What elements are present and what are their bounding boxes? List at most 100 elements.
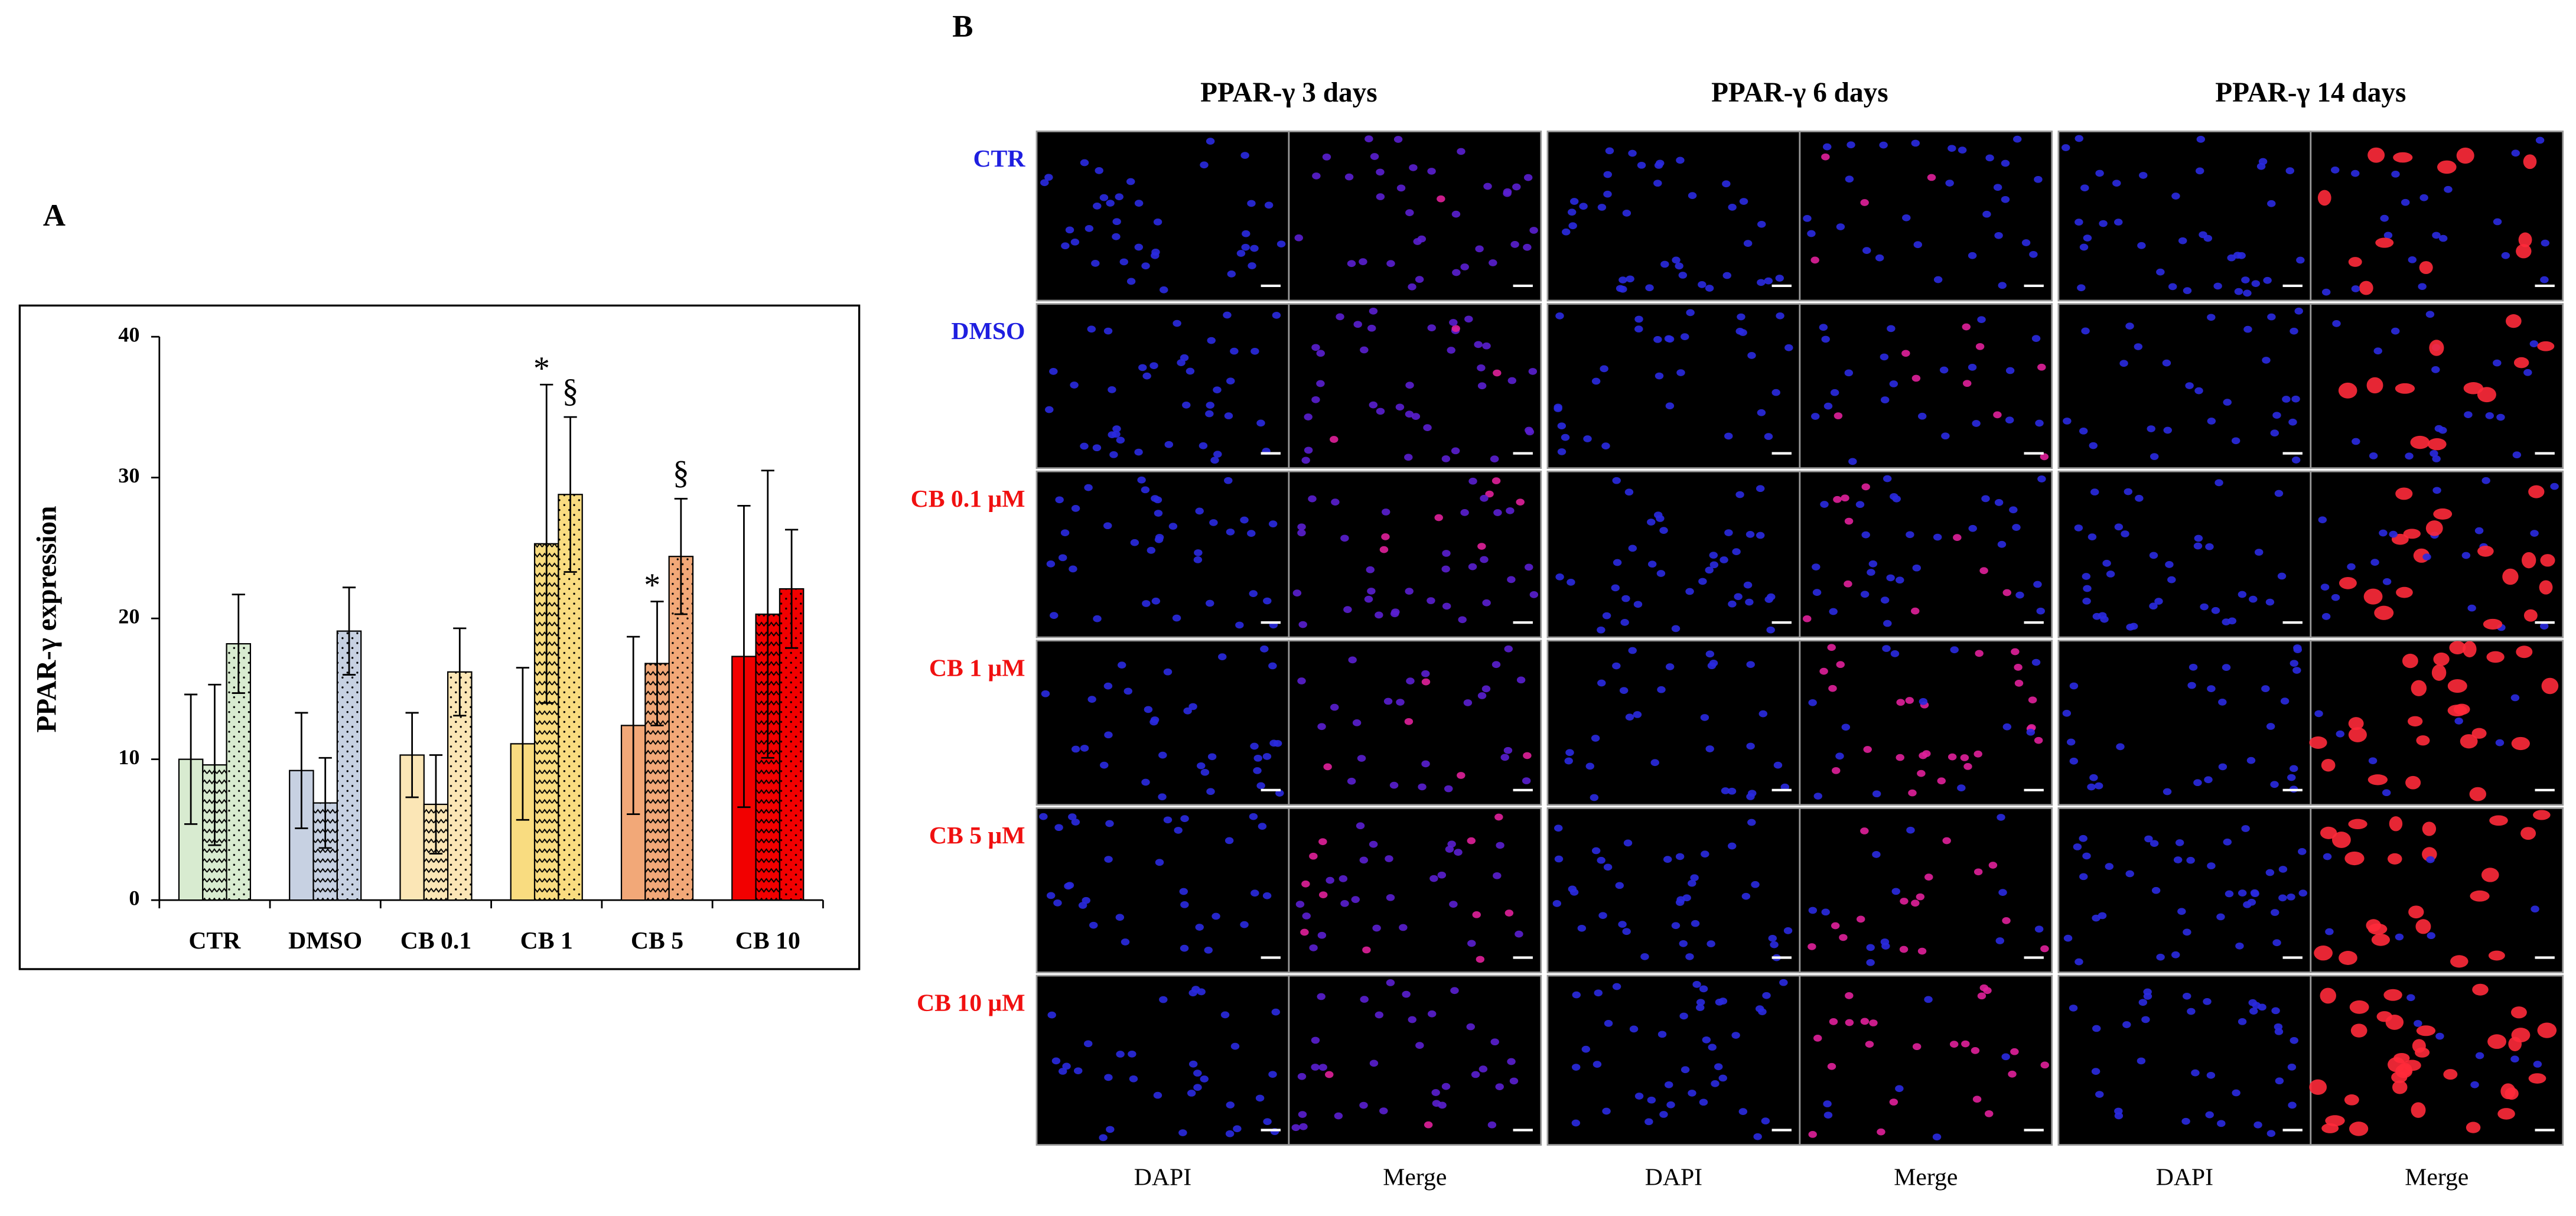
nucleus (1671, 922, 1681, 930)
y-tick-label: 10 (118, 745, 139, 769)
nucleus (2344, 851, 2365, 866)
nucleus (2034, 925, 2044, 933)
nucleus (2278, 866, 2288, 873)
nucleus (1250, 347, 1259, 355)
nucleus (1385, 855, 1393, 862)
nucleus (1464, 315, 1473, 323)
nucleus (2339, 951, 2357, 965)
nucleus (2234, 288, 2243, 295)
nucleus (1405, 382, 1414, 389)
nucleus (1709, 660, 1718, 667)
nucleus (2002, 917, 2011, 924)
nucleus (1728, 204, 1737, 211)
nucleus (2183, 992, 2191, 1000)
nucleus (2368, 757, 2378, 764)
nucleus (1664, 1081, 1673, 1088)
nucleus (2288, 418, 2297, 426)
micrograph (1288, 807, 1542, 973)
nucleus (2416, 1025, 2436, 1036)
micrograph (1288, 974, 1542, 1146)
nucleus (2254, 549, 2264, 556)
nucleus (2089, 442, 2098, 449)
nucleus (1399, 924, 1408, 931)
nucleus (2002, 723, 2012, 731)
nucleus (1226, 1101, 1235, 1109)
nucleus (1491, 661, 1501, 669)
nucleus (1151, 597, 1161, 605)
nucleus (2010, 1048, 2019, 1055)
nucleus (1554, 824, 1563, 832)
micrograph (1546, 807, 1801, 973)
nucleus (1054, 824, 1063, 832)
nucleus (2062, 144, 2070, 151)
nucleus (2035, 419, 2044, 427)
nucleus (1183, 707, 1192, 715)
nucleus (1567, 208, 1577, 216)
nucleus (2285, 167, 2295, 174)
nucleus (1823, 1111, 1833, 1119)
nucleus (1821, 153, 1830, 161)
nucleus (1963, 762, 1972, 770)
nucleus (2278, 894, 2287, 902)
nucleus (1247, 200, 1256, 207)
nucleus (2387, 853, 2402, 865)
nucleus (1129, 1075, 1138, 1083)
nucleus (1839, 934, 1848, 941)
nucleus (1317, 723, 1326, 731)
nucleus (1917, 947, 1927, 955)
nucleus (1585, 762, 1595, 770)
nucleus (2348, 257, 2362, 267)
nucleus (1732, 548, 1741, 555)
nucleus (2383, 989, 2402, 1001)
micrograph (2310, 470, 2564, 638)
nucleus (1597, 204, 1607, 211)
nucleus (2040, 453, 2049, 461)
nucleus (1803, 615, 1812, 622)
nucleus (1890, 650, 1900, 657)
nucleus (2002, 589, 2011, 596)
nucleus (2475, 1052, 2484, 1059)
nucleus (1900, 898, 1909, 905)
nucleus (1615, 882, 1624, 889)
nucleus (2287, 1063, 2297, 1071)
nucleus (1357, 755, 1366, 762)
nucleus (1163, 816, 1173, 824)
nucleus (1932, 1133, 1942, 1141)
nucleus (1939, 366, 1949, 374)
nucleus (2040, 1061, 2049, 1069)
nucleus (2511, 149, 2520, 157)
nucleus (1911, 607, 1920, 615)
nucleus (1598, 912, 1607, 920)
nucleus (1600, 365, 1608, 373)
nucleus (2510, 1006, 2527, 1019)
nucleus (1151, 495, 1160, 502)
nucleus (1193, 556, 1203, 563)
nucleus (1092, 444, 1102, 452)
nucleus (1481, 685, 1491, 693)
nucleus (1705, 285, 1714, 292)
nucleus (1998, 889, 2007, 896)
nucleus (1941, 432, 1950, 440)
nucleus (1188, 989, 1197, 997)
error-bar (295, 712, 308, 829)
nucleus (1260, 646, 1269, 653)
chart-frame (18, 304, 861, 970)
nucleus (1647, 560, 1657, 568)
nucleus (1523, 174, 1533, 181)
nucleus (1612, 983, 1621, 990)
nucleus (2266, 1130, 2276, 1137)
nucleus (1051, 1057, 1061, 1065)
nucleus (1681, 333, 1689, 340)
nucleus (2265, 869, 2275, 876)
nucleus (1896, 699, 1905, 706)
nucleus (1624, 488, 1634, 496)
nucleus (2447, 705, 2467, 717)
nucleus (1449, 319, 1458, 326)
nucleus (1665, 335, 1675, 343)
nucleus (1180, 815, 1189, 822)
nucleus (1912, 564, 1922, 572)
nucleus (1318, 891, 1328, 899)
nucleus (1975, 650, 1984, 657)
nucleus (1330, 436, 1339, 443)
nucleus (1431, 1089, 1440, 1096)
